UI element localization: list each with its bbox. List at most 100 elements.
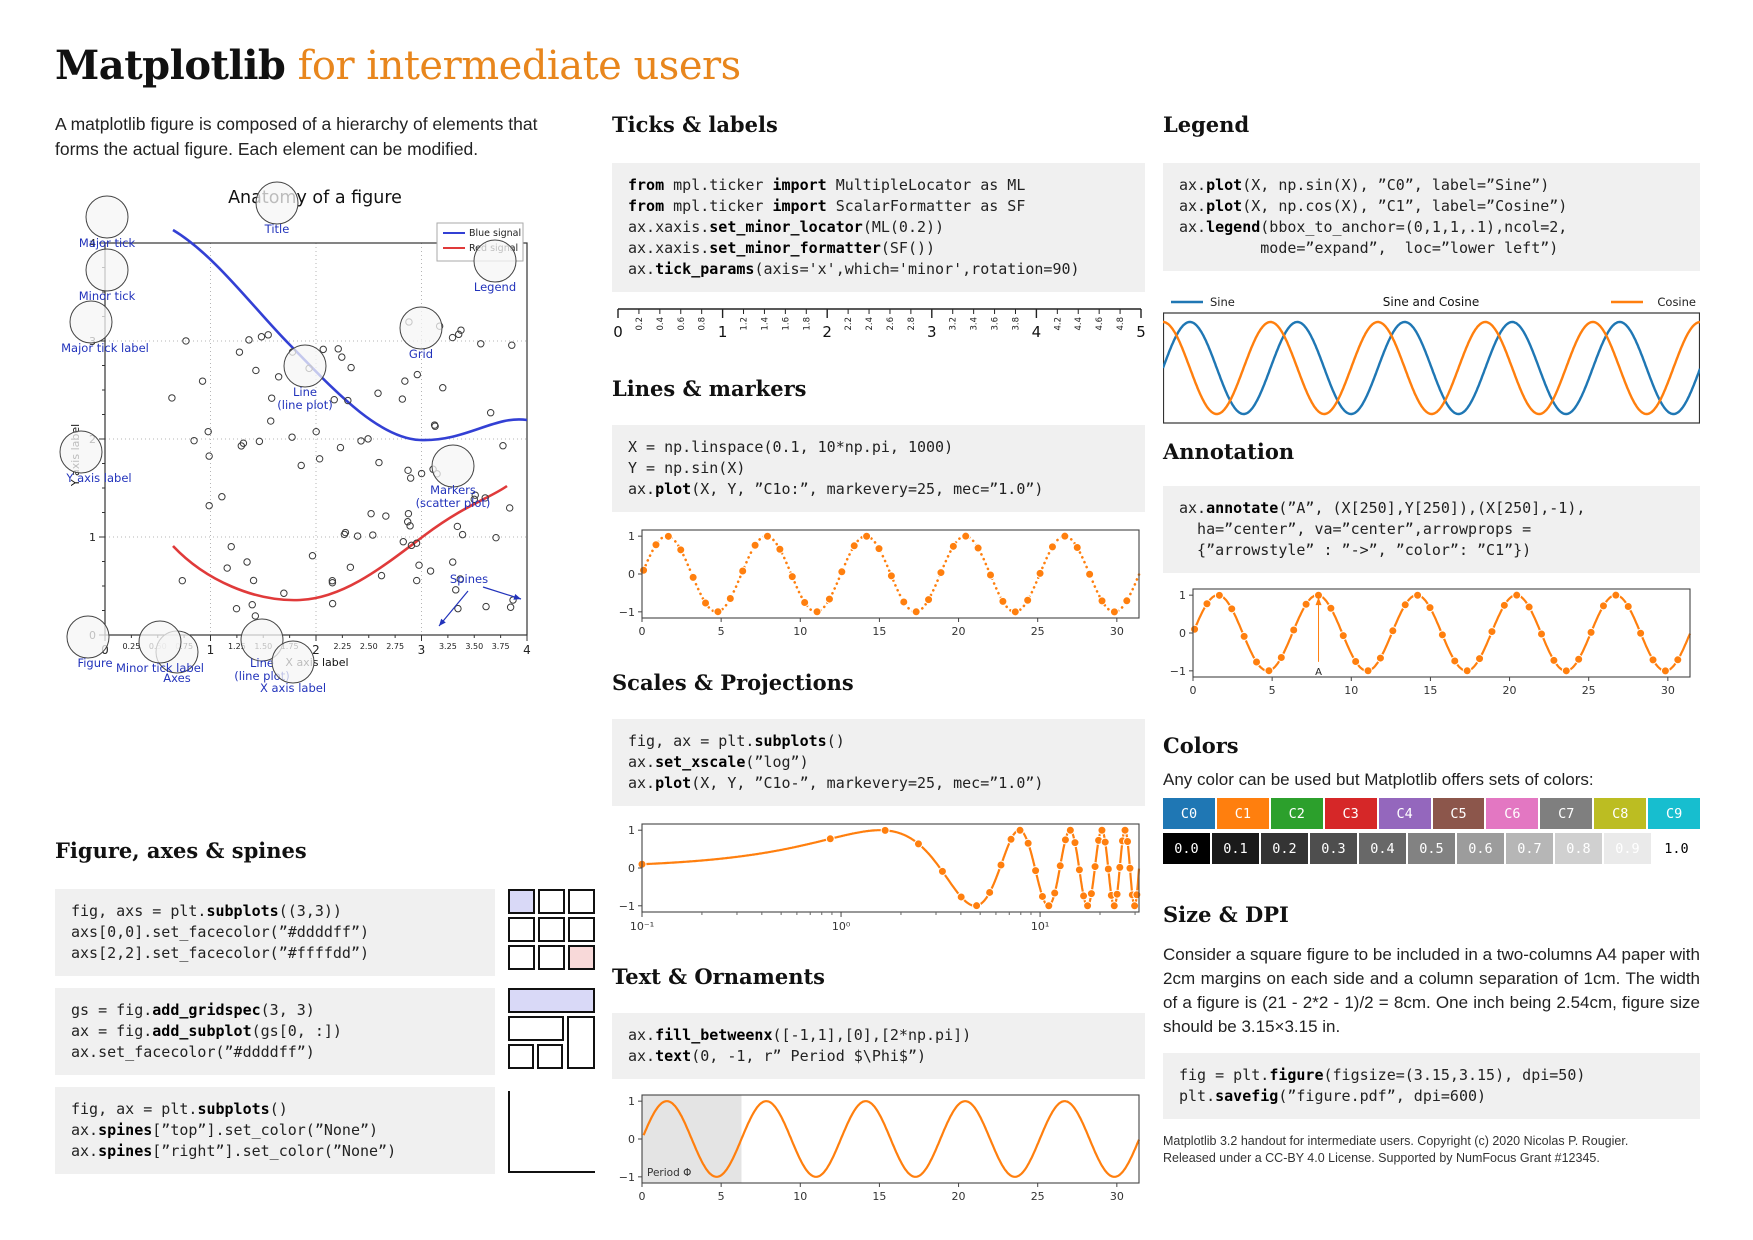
svg-text:0: 0	[628, 568, 635, 581]
code-block-lines: X = np.linspace(0.1, 10*np.pi, 1000) Y = …	[612, 425, 1145, 512]
code-block-ticks: from mpl.ticker import MultipleLocator a…	[612, 163, 1145, 292]
svg-text:1.8: 1.8	[802, 317, 812, 331]
svg-text:0: 0	[639, 1190, 646, 1203]
fas-row-subplots: fig, axs = plt.subplots((3,3)) axs[0,0].s…	[55, 889, 595, 976]
svg-text:4: 4	[523, 643, 531, 657]
code-block-spines: fig, ax = plt.subplots() ax.spines[”top”]…	[55, 1087, 495, 1174]
color-swatch-C7: C7	[1540, 798, 1593, 829]
grid-cell	[538, 945, 565, 970]
color-swatch-C9: C9	[1648, 798, 1701, 829]
svg-text:15: 15	[872, 1190, 886, 1203]
svg-text:Line: Line	[293, 385, 317, 399]
svg-text:5: 5	[718, 1190, 725, 1203]
page-title: Matplotlib for intermediate users	[55, 42, 741, 89]
color-swatch-0.0: 0.0	[1163, 833, 1210, 864]
svg-text:0.25: 0.25	[122, 642, 140, 651]
svg-text:20: 20	[952, 625, 966, 638]
code-block-annotation: ax.annotate(”A”, (X[250],Y[250]),(X[250]…	[1163, 486, 1700, 573]
code-block-subplots-facecolor: fig, axs = plt.subplots((3,3)) axs[0,0].s…	[55, 889, 495, 976]
svg-text:15: 15	[872, 625, 886, 638]
svg-text:X axis label: X axis label	[260, 681, 326, 695]
svg-text:0.4: 0.4	[656, 317, 666, 331]
color-swatch-0.4: 0.4	[1359, 833, 1406, 864]
svg-text:0: 0	[613, 323, 623, 341]
svg-text:3.2: 3.2	[949, 317, 959, 331]
svg-text:0: 0	[628, 1133, 635, 1146]
svg-text:3.25: 3.25	[439, 642, 457, 651]
svg-text:A: A	[1315, 667, 1322, 678]
svg-text:−1: −1	[619, 900, 635, 913]
code-block-legend: ax.plot(X, np.sin(X), ”C0”, label=”Sine”…	[1163, 163, 1700, 271]
color-swatch-0.3: 0.3	[1310, 833, 1357, 864]
svg-text:Grid: Grid	[409, 347, 433, 361]
section-heading-colors: Colors	[1163, 733, 1239, 758]
svg-text:Blue signal: Blue signal	[469, 228, 521, 239]
svg-text:1.4: 1.4	[760, 317, 770, 331]
section-heading-figure-axes-spines: Figure, axes & spines	[55, 838, 307, 863]
color-swatch-C2: C2	[1270, 798, 1323, 829]
color-swatch-0.7: 0.7	[1506, 833, 1553, 864]
svg-text:Title: Title	[264, 222, 290, 236]
color-swatch-C1: C1	[1216, 798, 1269, 829]
colors-note: Any color can be used but Matplotlib off…	[1163, 770, 1594, 789]
grid-cell	[508, 945, 535, 970]
svg-text:2.4: 2.4	[865, 317, 875, 331]
svg-text:Line: Line	[250, 656, 274, 670]
fas-row-spines: fig, ax = plt.subplots() ax.spines[”top”]…	[55, 1087, 595, 1174]
footer-line-1: Matplotlib 3.2 handout for intermediate …	[1163, 1134, 1629, 1148]
section-figure-axes-spines: Figure, axes & spines fig, axs = plt.sub…	[55, 838, 595, 1174]
svg-text:2: 2	[312, 643, 320, 657]
svg-text:(line plot): (line plot)	[277, 398, 332, 412]
grid-cell	[538, 889, 565, 914]
svg-text:10¹: 10¹	[1031, 920, 1049, 933]
section-heading-annotation: Annotation	[1163, 439, 1295, 464]
gridspec-right-tall	[567, 1016, 595, 1069]
svg-text:2.50: 2.50	[360, 642, 378, 651]
svg-text:0: 0	[628, 862, 635, 875]
svg-text:0.8: 0.8	[698, 317, 708, 331]
svg-text:1: 1	[628, 824, 635, 837]
svg-text:5: 5	[718, 625, 725, 638]
svg-text:Minor tick label: Minor tick label	[116, 661, 204, 675]
svg-text:4.6: 4.6	[1095, 317, 1105, 331]
svg-text:2.6: 2.6	[886, 317, 896, 331]
svg-text:Y axis label: Y axis label	[65, 471, 131, 485]
color-swatch-C5: C5	[1432, 798, 1485, 829]
svg-text:Legend: Legend	[474, 280, 516, 294]
svg-text:Figure: Figure	[77, 656, 112, 670]
gridspec-top-row	[508, 988, 595, 1013]
svg-text:10⁰: 10⁰	[832, 920, 851, 933]
color-swatch-0.8: 0.8	[1555, 833, 1602, 864]
svg-text:3.8: 3.8	[1011, 317, 1021, 331]
svg-text:10: 10	[1344, 684, 1358, 697]
color-swatch-C4: C4	[1378, 798, 1431, 829]
diagram-spines	[508, 1091, 595, 1173]
grid-cell	[568, 917, 595, 942]
svg-text:25: 25	[1031, 1190, 1045, 1203]
svg-text:1: 1	[89, 531, 96, 544]
gridspec-bottom-left	[508, 1044, 534, 1069]
svg-text:20: 20	[952, 1190, 966, 1203]
svg-text:(scatter plot): (scatter plot)	[416, 496, 491, 510]
anatomy-figure: Anatomy of a figure00112233440.250.500.7…	[59, 181, 531, 695]
size-dpi-paragraph: Consider a square figure to be included …	[1163, 945, 1700, 1036]
section-heading-text-ornaments: Text & Ornaments	[612, 964, 825, 989]
svg-text:3: 3	[927, 323, 937, 341]
svg-text:Major tick: Major tick	[79, 236, 136, 250]
svg-text:4.8: 4.8	[1116, 317, 1126, 331]
color-cycle-bar: C0 C1 C2 C3 C4 C5 C6 C7 C8 C9	[1163, 798, 1701, 829]
footer: Matplotlib 3.2 handout for intermediate …	[1163, 1133, 1700, 1167]
code-block-size-dpi: fig = plt.figure(figsize=(3.15,3.15), dp…	[1163, 1053, 1700, 1119]
svg-text:1: 1	[628, 530, 635, 543]
svg-text:3.75: 3.75	[492, 642, 510, 651]
svg-text:1.25: 1.25	[228, 642, 246, 651]
page-title-subtitle: for intermediate users	[285, 43, 742, 89]
grayscale-bar: 0.0 0.1 0.2 0.3 0.4 0.5 0.6 0.7 0.8 0.9 1.0	[1163, 833, 1700, 864]
svg-text:10: 10	[793, 625, 807, 638]
color-swatch-C8: C8	[1594, 798, 1647, 829]
svg-text:2: 2	[822, 323, 832, 341]
middle-column: Ticks & labels from mpl.ticker import Mu…	[612, 112, 1145, 1213]
